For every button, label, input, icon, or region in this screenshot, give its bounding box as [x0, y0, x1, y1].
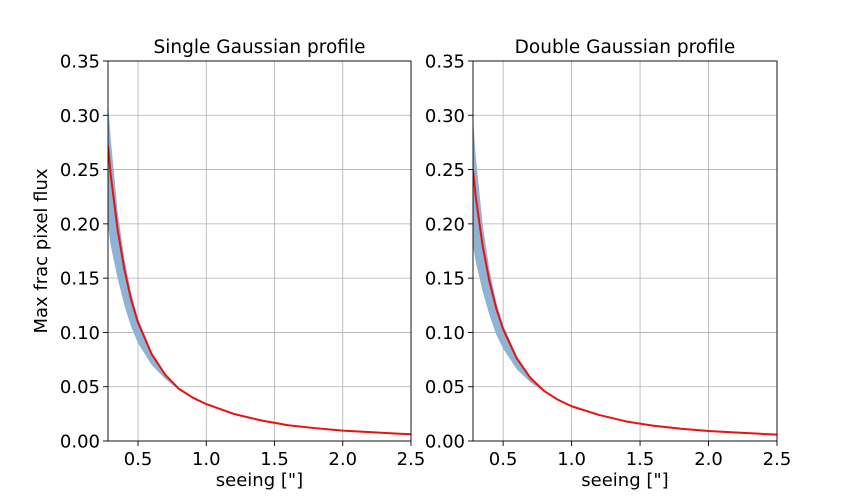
axes-frame	[472, 60, 778, 442]
panel-single-gaussian: 0.5 1.0 1.5 2.0 2.5 0.00 0.05 0.10 0.15 0.20 0.25 0…	[31, 37, 425, 491]
y-tick-label: 0.35	[60, 52, 100, 73]
x-tick-label: 2.5	[397, 449, 426, 470]
y-tick-label: 0.05	[425, 377, 465, 398]
x-tick-label: 1.0	[192, 449, 221, 470]
chart-title: Double Gaussian profile	[515, 37, 736, 58]
uncertainty-band	[108, 102, 186, 394]
y-tick-label: 0.25	[425, 160, 465, 181]
x-tick-label: 1.5	[260, 449, 289, 470]
y-tick-label: 0.00	[60, 432, 100, 453]
plot-area	[108, 102, 411, 436]
y-tick-label: 0.30	[425, 106, 465, 127]
y-tick-label: 0.15	[60, 269, 100, 290]
y-tick-label: 0.20	[425, 214, 465, 235]
x-axis-label: seeing ["]	[216, 470, 303, 491]
x-tick-label: 1.5	[626, 449, 655, 470]
y-tick-label: 0.10	[425, 323, 465, 344]
y-tick-label: 0.20	[60, 214, 100, 235]
y-tick-label: 0.05	[60, 377, 100, 398]
y-tick-label: 0.30	[60, 106, 100, 127]
x-axis-label: seeing ["]	[581, 470, 668, 491]
series-line	[473, 169, 777, 436]
x-tick-label: 2.5	[763, 449, 792, 470]
y-tick-label: 0.15	[425, 269, 465, 290]
y-tick-label: 0.25	[60, 160, 100, 181]
x-tick-label: 2.0	[694, 449, 723, 470]
chart-title: Single Gaussian profile	[154, 37, 366, 58]
x-tick-label: 2.0	[328, 449, 357, 470]
panel-double-gaussian: 0.5 1.0 1.5 2.0 2.5 0.00 0.05 0.10 0.15 0.20 0.25 0…	[425, 37, 791, 491]
series-line	[108, 145, 411, 436]
y-tick-label: 0.00	[425, 432, 465, 453]
x-tick-label: 0.5	[489, 449, 518, 470]
y-axis-label: Max frac pixel flux	[31, 168, 52, 333]
axes-frame	[107, 60, 412, 442]
plot-area	[473, 117, 777, 436]
x-tick-label: 0.5	[124, 449, 153, 470]
x-tick-label: 1.0	[557, 449, 586, 470]
y-tick-label: 0.35	[425, 52, 465, 73]
y-tick-label: 0.10	[60, 323, 100, 344]
